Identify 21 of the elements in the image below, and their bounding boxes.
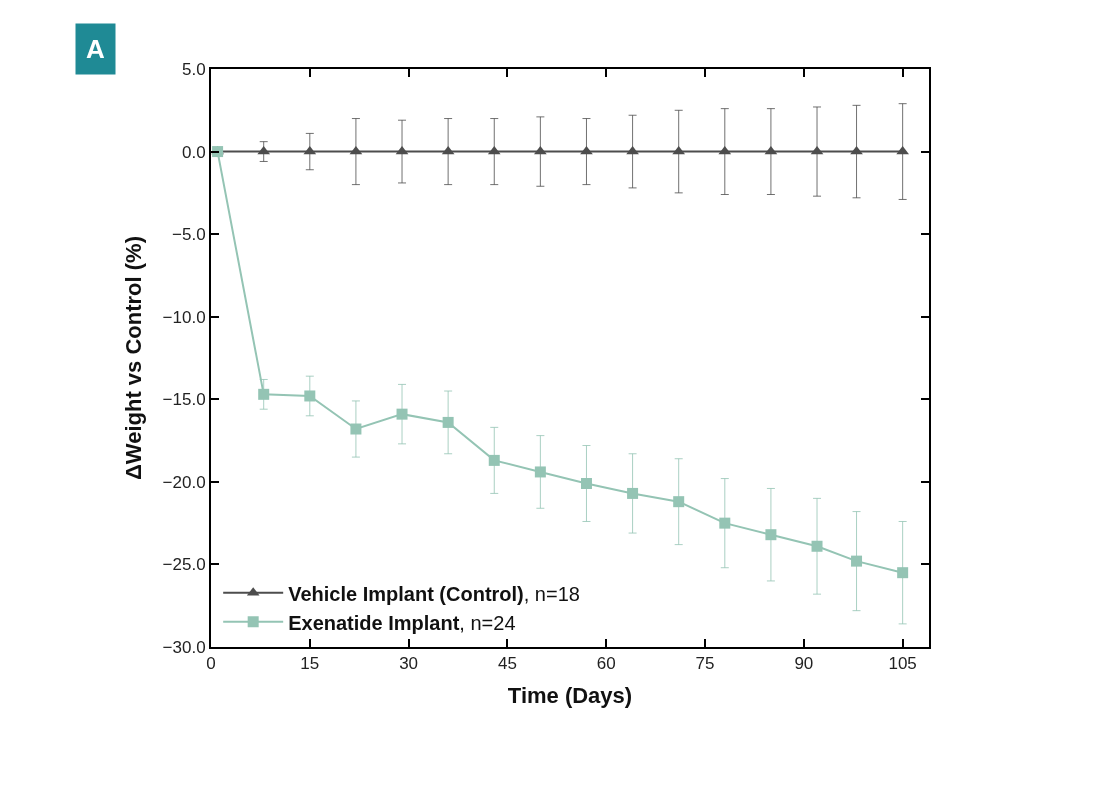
x-tick-label: 75 — [695, 654, 715, 674]
x-tick-label: 60 — [596, 654, 616, 674]
legend-label: Exenatide Implant, n=24 — [288, 611, 516, 634]
x-tick-label: 45 — [497, 654, 517, 674]
y-tick-label: −15.0 — [162, 390, 206, 410]
legend-label: Vehicle Implant (Control), n=18 — [288, 582, 580, 605]
x-tick-label: 15 — [300, 654, 320, 674]
y-tick-label: −20.0 — [162, 472, 206, 492]
x-tick-label: 90 — [794, 654, 814, 674]
y-axis-title: ΔWeight vs Control (%) — [120, 236, 146, 480]
y-tick-label: −10.0 — [162, 307, 206, 327]
x-tick-label: 105 — [888, 654, 917, 674]
x-tick-label: 30 — [399, 654, 419, 674]
x-axis-title: Time (Days) — [507, 682, 633, 708]
x-tick-label: 0 — [206, 654, 216, 674]
y-tick-label: −5.0 — [172, 225, 206, 245]
y-tick-label: 0.0 — [181, 142, 206, 162]
y-tick-label: 5.0 — [181, 59, 206, 79]
y-tick-label: −25.0 — [162, 555, 206, 575]
y-tick-label: −30.0 — [162, 637, 206, 657]
text: A — [86, 34, 105, 64]
